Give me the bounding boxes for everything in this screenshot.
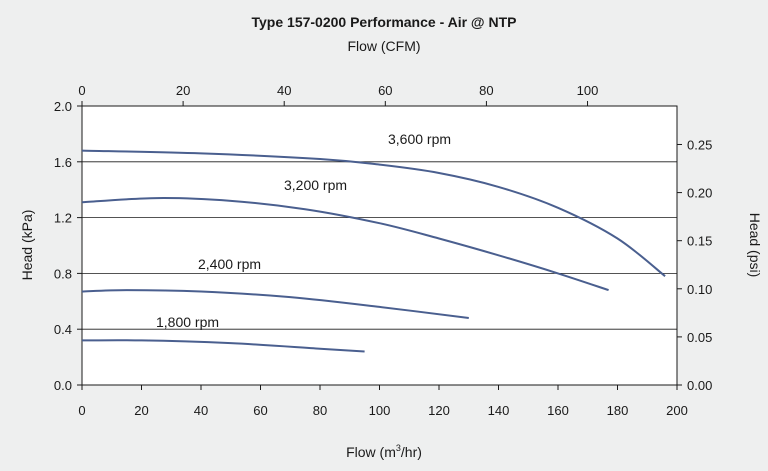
x-axis-title: Flow (m3/hr) (346, 443, 422, 460)
x-axis-title-suffix: /hr) (401, 444, 422, 460)
y-tick-label: 0.4 (54, 322, 72, 337)
series-line (81, 289, 469, 319)
x-tick-label: 160 (547, 403, 569, 418)
y2-axis-title: Head (psi) (747, 213, 763, 278)
y-tick-label: 0.0 (54, 378, 72, 393)
y2-tick-label: 0.15 (687, 234, 712, 249)
x-tick-label: 0 (78, 403, 85, 418)
x2-tick-label: 60 (378, 83, 392, 98)
x-axis-title-prefix: Flow (m (346, 444, 396, 460)
x2-tick-label: 80 (479, 83, 493, 98)
series-line (81, 149, 666, 277)
series-layer (81, 149, 666, 353)
y-tick-label: 0.8 (54, 266, 72, 281)
x-tick-label: 120 (428, 403, 450, 418)
series-label: 1,800 rpm (156, 314, 219, 330)
x2-tick-label: 20 (176, 83, 190, 98)
ticks (77, 101, 682, 390)
x-tick-label: 20 (134, 403, 148, 418)
labels: 0.0 0.4 0.8 1.2 1.6 2.0 0 20 40 60 80 100 120 140 160 1… (54, 83, 712, 418)
series-line (81, 339, 365, 353)
x-axis-title-sup: 3 (396, 443, 401, 453)
x2-tick-label: 0 (78, 83, 85, 98)
y2-tick-label: 0.10 (687, 282, 712, 297)
x-tick-label: 140 (488, 403, 510, 418)
chart-title: Type 157-0200 Performance - Air @ NTP (252, 14, 517, 30)
y2-tick-label: 0.20 (687, 186, 712, 201)
x2-tick-label: 40 (277, 83, 291, 98)
series-label: 2,400 rpm (198, 256, 261, 272)
y-tick-label: 1.6 (54, 155, 72, 170)
x-tick-label: 60 (253, 403, 267, 418)
y2-tick-label: 0.00 (687, 378, 712, 393)
x-tick-label: 80 (313, 403, 327, 418)
x-tick-label: 200 (666, 403, 688, 418)
plot-area (81, 105, 678, 386)
x-tick-label: 180 (607, 403, 629, 418)
x2-axis-title: Flow (CFM) (347, 38, 420, 54)
y-tick-label: 1.2 (54, 211, 72, 226)
series-label: 3,600 rpm (388, 131, 451, 147)
y-axis-title: Head (kPa) (19, 210, 35, 281)
x-tick-label: 40 (194, 403, 208, 418)
x-tick-label: 100 (369, 403, 391, 418)
y2-tick-label: 0.25 (687, 137, 712, 152)
y2-tick-label: 0.05 (687, 330, 712, 345)
series-label: 3,200 rpm (284, 177, 347, 193)
gridlines (82, 161, 677, 330)
x2-tick-label: 100 (577, 83, 599, 98)
series-line (81, 197, 609, 292)
y-tick-label: 2.0 (54, 99, 72, 114)
